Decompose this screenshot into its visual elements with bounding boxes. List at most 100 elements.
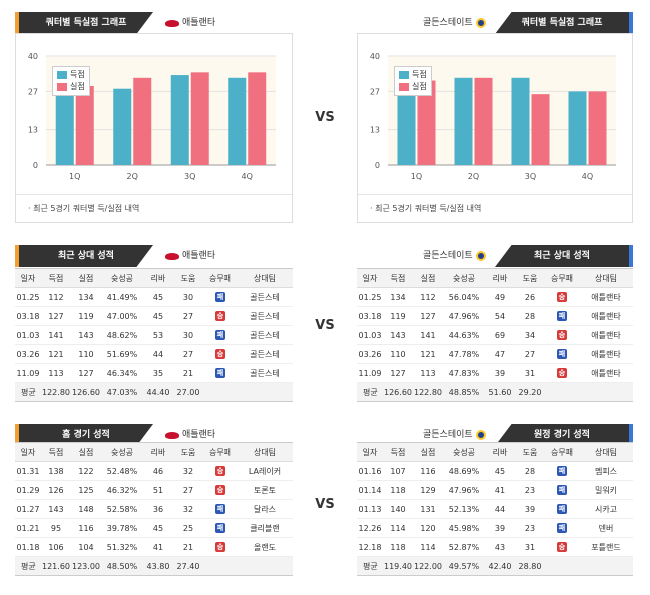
warriors-logo-icon <box>475 251 486 261</box>
average-cell: 123.00 <box>71 556 101 576</box>
x-tick-label: 4Q <box>242 172 253 181</box>
recent-table-left: 일자 득점 실점 슛성공 리바 도움 승무패 상대팀 01.25 112 134 41.49% 45 30… <box>15 268 293 402</box>
stat-cell: 39.78% <box>101 518 143 538</box>
x-tick-label: 2Q <box>468 172 479 181</box>
column-header: 일자 <box>357 442 383 462</box>
table-row: 01.31 138 122 52.48% 46 32 승 LA레이커 <box>15 461 293 481</box>
vs-label: VS <box>315 497 335 512</box>
team-name-left: 애틀랜타 <box>182 430 216 440</box>
stat-cell: 27 <box>515 344 545 364</box>
hawks-logo-icon <box>165 431 179 439</box>
bar-allowed <box>248 72 267 165</box>
stat-cell: 35 <box>143 363 173 383</box>
team-name-left: 애틀랜타 <box>182 251 216 261</box>
stat-cell: 39 <box>515 499 545 519</box>
chart-tab-right: 쿼터별 득실점 그래프 <box>495 12 633 34</box>
opponent-cell: 올랜도 <box>237 537 293 557</box>
result-cell: 승 <box>203 306 237 326</box>
stat-cell: 36 <box>143 499 173 519</box>
stat-cell: 54 <box>485 306 515 326</box>
table-row: 03.26 121 110 51.69% 44 27 승 골든스테 <box>15 344 293 364</box>
table-row: 01.18 106 104 51.32% 41 21 승 올랜도 <box>15 537 293 557</box>
quarter-chart-left: 0 13 27 40 1Q 2Q 3Q 4Q 득점 실점 · 최근 5경기 쿼터별 득/실점 … <box>15 33 293 223</box>
bar-score <box>511 77 530 165</box>
x-tick-label: 2Q <box>127 172 138 181</box>
column-header: 리바 <box>143 442 173 462</box>
warriors-logo-icon <box>475 430 486 440</box>
team-label-left: 애틀랜타 <box>165 12 215 34</box>
stat-cell: 51.32% <box>101 537 143 557</box>
legend-label-score: 득점 <box>70 70 85 79</box>
bar-allowed <box>474 77 493 165</box>
chart-footer-left: · 최근 5경기 쿼터별 득/실점 내역 <box>16 194 292 222</box>
stat-cell: 116 <box>413 461 443 481</box>
stat-cell: 120 <box>413 518 443 538</box>
average-row: 평균 122.80 126.60 47.03% 44.40 27.00 <box>15 382 293 402</box>
home-table-left: 일자 득점 실점 슛성공 리바 도움 승무패 상대팀 01.31 138 122 52.48% 46 32… <box>15 442 293 576</box>
stat-cell: 11.09 <box>357 363 383 383</box>
stat-cell: 113 <box>41 363 71 383</box>
chart-legend-left: 득점 실점 <box>52 66 90 96</box>
stat-cell: 34 <box>515 325 545 345</box>
legend-label-allowed: 실점 <box>70 82 85 91</box>
stat-cell: 32 <box>173 499 203 519</box>
stat-cell: 47 <box>485 344 515 364</box>
average-cell: 119.40 <box>383 556 413 576</box>
average-row: 평균 126.60 122.80 48.85% 51.60 29.20 <box>357 382 633 402</box>
average-cell: 43.80 <box>143 556 173 576</box>
legend-swatch-score <box>57 71 67 79</box>
stat-cell: 112 <box>413 287 443 307</box>
legend-swatch-allowed <box>57 83 67 91</box>
recent-header-left: 최근 상대 성적 애틀랜타 <box>15 245 293 267</box>
stat-cell: 23 <box>515 480 545 500</box>
stat-cell: 47.83% <box>443 363 485 383</box>
result-cell: 승 <box>203 344 237 364</box>
stat-cell: 47.78% <box>443 344 485 364</box>
stat-cell: 51.69% <box>101 344 143 364</box>
stat-cell: 41.49% <box>101 287 143 307</box>
stat-cell: 27 <box>173 344 203 364</box>
stat-cell: 118 <box>383 480 413 500</box>
opponent-cell: 애틀랜타 <box>579 287 633 307</box>
average-cell: 평균 <box>15 382 41 402</box>
average-cell: 126.60 <box>71 382 101 402</box>
average-cell: 평균 <box>357 556 383 576</box>
stat-cell: 134 <box>71 287 101 307</box>
table-row: 01.21 95 116 39.78% 45 25 패 클리블랜 <box>15 518 293 538</box>
team-name-right: 골든스테이트 <box>423 251 473 261</box>
column-header: 상대팀 <box>237 442 293 462</box>
stat-cell: 49 <box>485 287 515 307</box>
column-header: 실점 <box>71 442 101 462</box>
average-cell: 평균 <box>15 556 41 576</box>
stat-cell: 03.18 <box>15 306 41 326</box>
y-tick-label: 13 <box>370 126 380 135</box>
stat-cell: 03.26 <box>357 344 383 364</box>
stat-cell: 28 <box>515 461 545 481</box>
stat-cell: 110 <box>71 344 101 364</box>
stat-cell: 52.13% <box>443 499 485 519</box>
column-header: 일자 <box>15 268 41 288</box>
opponent-cell: 포틀랜드 <box>579 537 633 557</box>
table-row: 01.03 143 141 44.63% 69 34 승 애틀랜타 <box>357 325 633 345</box>
stat-cell: 26 <box>515 287 545 307</box>
stat-cell: 27 <box>173 480 203 500</box>
average-cell: 42.40 <box>485 556 515 576</box>
average-cell: 121.60 <box>41 556 71 576</box>
result-badge: 승 <box>215 485 225 495</box>
table-row: 11.09 127 113 47.83% 39 31 승 애틀랜타 <box>357 363 633 383</box>
team-label-right: 골든스테이트 <box>423 245 486 267</box>
stat-cell: 53 <box>143 325 173 345</box>
stat-cell: 119 <box>71 306 101 326</box>
column-header: 도움 <box>515 268 545 288</box>
stat-cell: 01.03 <box>15 325 41 345</box>
opponent-cell: 골든스테 <box>237 363 293 383</box>
average-cell: 126.60 <box>383 382 413 402</box>
result-cell: 패 <box>545 499 579 519</box>
opponent-cell: 애틀랜타 <box>579 344 633 364</box>
column-header: 승무패 <box>545 442 579 462</box>
stat-cell: 127 <box>41 306 71 326</box>
stat-cell: 21 <box>173 537 203 557</box>
stat-cell: 01.25 <box>15 287 41 307</box>
stat-cell: 114 <box>383 518 413 538</box>
hawks-logo-icon <box>165 19 179 27</box>
